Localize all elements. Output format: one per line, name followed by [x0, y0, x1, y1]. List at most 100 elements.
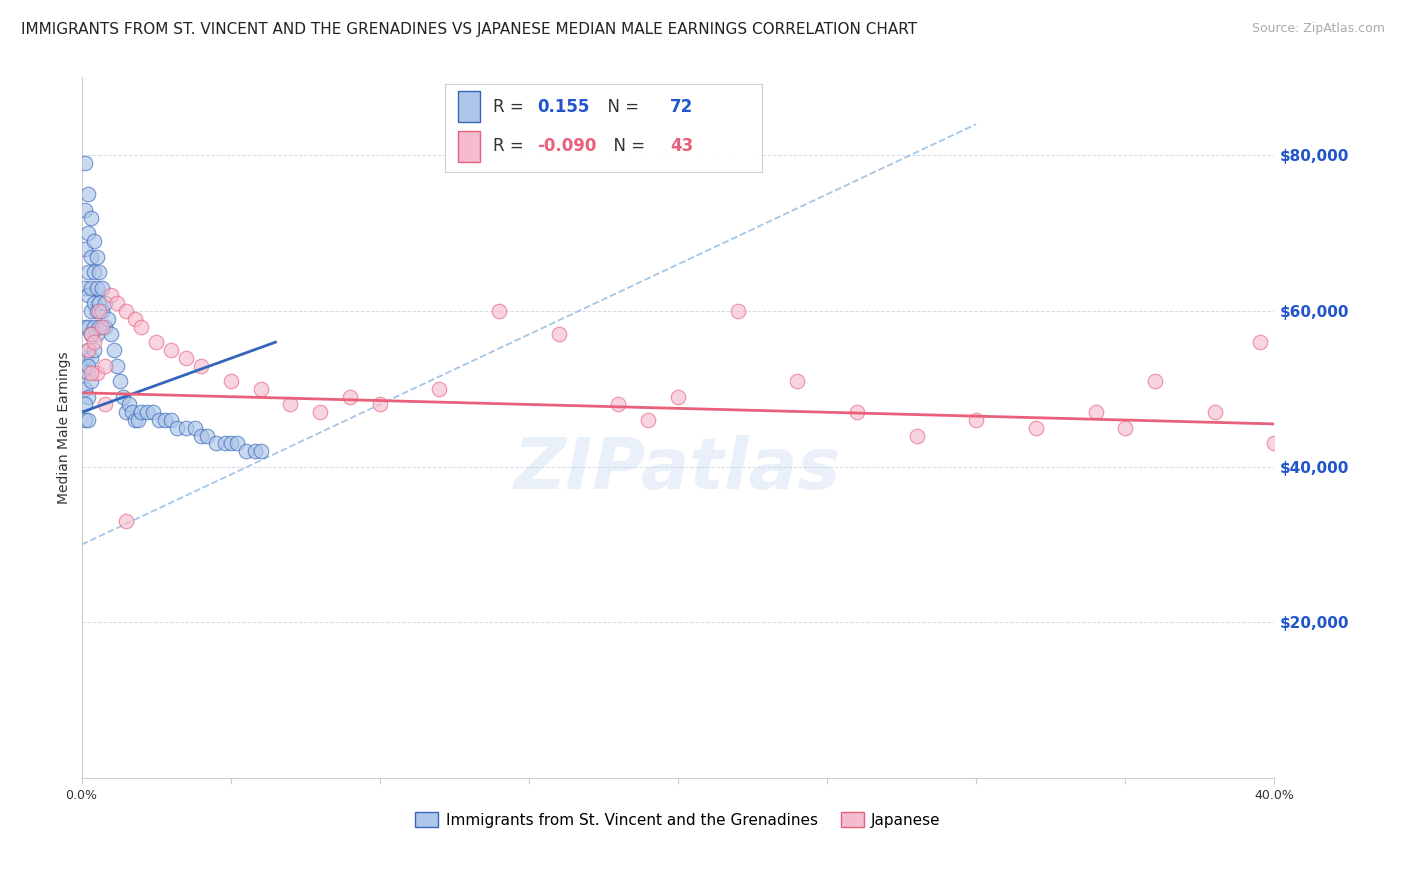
- Point: [73, 156, 96, 170]
- Point: [91, 281, 114, 295]
- Point: [1025, 421, 1047, 435]
- Point: [142, 405, 165, 419]
- Point: [79, 351, 101, 365]
- Point: [846, 405, 869, 419]
- Point: [166, 421, 188, 435]
- Point: [136, 405, 159, 419]
- Point: [309, 405, 332, 419]
- Text: Source: ZipAtlas.com: Source: ZipAtlas.com: [1251, 22, 1385, 36]
- Point: [249, 382, 271, 396]
- Point: [76, 367, 98, 381]
- Point: [786, 374, 808, 388]
- Point: [79, 250, 101, 264]
- Point: [184, 421, 207, 435]
- Point: [339, 390, 361, 404]
- Point: [76, 343, 98, 357]
- Point: [94, 319, 117, 334]
- Point: [76, 226, 98, 240]
- Point: [79, 327, 101, 342]
- Point: [86, 327, 108, 342]
- Point: [83, 343, 105, 357]
- Point: [225, 436, 247, 450]
- Point: [727, 304, 749, 318]
- Y-axis label: Median Male Earnings: Median Male Earnings: [58, 351, 72, 504]
- Point: [86, 367, 108, 381]
- Point: [79, 327, 101, 342]
- Point: [129, 319, 152, 334]
- Point: [79, 281, 101, 295]
- Point: [83, 296, 105, 310]
- Point: [153, 413, 176, 427]
- Point: [97, 311, 120, 326]
- Point: [83, 265, 105, 279]
- Point: [195, 428, 218, 442]
- Point: [280, 397, 302, 411]
- Point: [160, 343, 183, 357]
- Point: [73, 281, 96, 295]
- Point: [89, 304, 111, 318]
- Point: [115, 304, 138, 318]
- Point: [79, 304, 101, 318]
- Point: [79, 367, 101, 381]
- Point: [89, 296, 111, 310]
- Point: [73, 242, 96, 256]
- Point: [103, 343, 125, 357]
- Point: [547, 327, 569, 342]
- Point: [100, 327, 122, 342]
- Point: [94, 397, 117, 411]
- Point: [76, 265, 98, 279]
- Point: [110, 374, 132, 388]
- Point: [124, 413, 146, 427]
- Point: [76, 187, 98, 202]
- Legend: Immigrants from St. Vincent and the Grenadines, Japanese: Immigrants from St. Vincent and the Gren…: [409, 805, 948, 834]
- Point: [105, 359, 128, 373]
- Point: [174, 421, 197, 435]
- Point: [1114, 421, 1136, 435]
- Point: [76, 288, 98, 302]
- Point: [121, 405, 143, 419]
- Point: [76, 390, 98, 404]
- Point: [73, 397, 96, 411]
- Point: [148, 413, 170, 427]
- Point: [89, 265, 111, 279]
- Point: [118, 397, 141, 411]
- Point: [249, 444, 271, 458]
- Point: [112, 390, 135, 404]
- Point: [129, 405, 152, 419]
- Point: [145, 335, 167, 350]
- Point: [1263, 436, 1285, 450]
- Point: [100, 288, 122, 302]
- Point: [1084, 405, 1107, 419]
- Point: [86, 250, 108, 264]
- Point: [91, 319, 114, 334]
- Point: [115, 405, 138, 419]
- Point: [76, 359, 98, 373]
- Point: [86, 304, 108, 318]
- Point: [73, 382, 96, 396]
- Point: [94, 296, 117, 310]
- Text: ZIPatlas: ZIPatlas: [515, 435, 842, 504]
- Point: [76, 413, 98, 427]
- Point: [190, 359, 212, 373]
- Point: [204, 436, 226, 450]
- Point: [637, 413, 659, 427]
- Point: [429, 382, 451, 396]
- Point: [1144, 374, 1167, 388]
- Point: [214, 436, 236, 450]
- Point: [73, 413, 96, 427]
- Point: [79, 211, 101, 225]
- Point: [76, 343, 98, 357]
- Point: [83, 335, 105, 350]
- Point: [235, 444, 257, 458]
- Point: [1249, 335, 1271, 350]
- Point: [219, 436, 242, 450]
- Point: [124, 311, 146, 326]
- Point: [73, 202, 96, 217]
- Text: IMMIGRANTS FROM ST. VINCENT AND THE GRENADINES VS JAPANESE MEDIAN MALE EARNINGS : IMMIGRANTS FROM ST. VINCENT AND THE GREN…: [21, 22, 917, 37]
- Point: [1204, 405, 1226, 419]
- Point: [79, 374, 101, 388]
- Point: [243, 444, 266, 458]
- Point: [174, 351, 197, 365]
- Point: [83, 319, 105, 334]
- Point: [83, 234, 105, 248]
